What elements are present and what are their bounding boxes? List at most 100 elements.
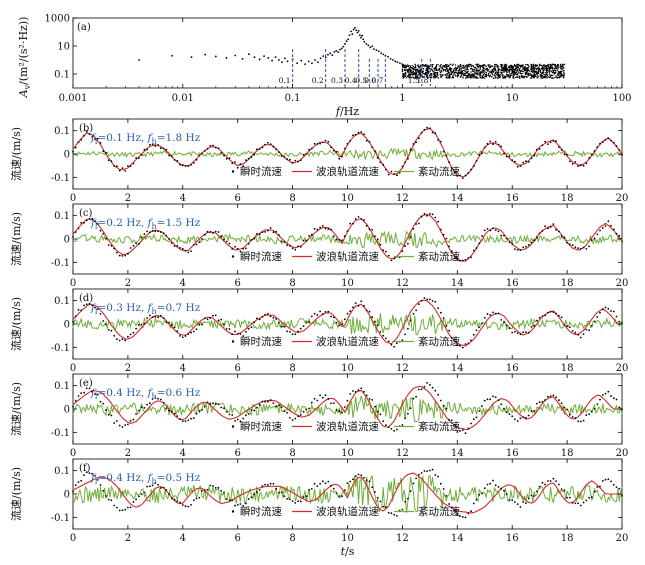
instant-velocity-point — [461, 429, 464, 431]
spectrum-noise-point — [470, 71, 472, 73]
spectrum-noise-point — [435, 69, 437, 72]
instant-velocity-point — [286, 330, 288, 333]
instant-velocity-point — [269, 399, 272, 401]
spectrum-noise-point — [429, 67, 431, 70]
instant-velocity-point — [450, 168, 453, 170]
instant-velocity-point — [321, 225, 324, 227]
instant-velocity-point — [563, 406, 566, 409]
spectrum-noise-point — [489, 74, 492, 77]
x-tick-label: 6 — [235, 448, 241, 459]
spectrum-noise-point — [563, 74, 565, 77]
x-tick-label: 20 — [616, 278, 629, 289]
instant-velocity-point — [508, 241, 511, 244]
instant-velocity-point — [604, 478, 607, 481]
spectrum-noise-point — [562, 71, 565, 74]
instant-velocity-point — [231, 414, 234, 416]
instant-velocity-point — [549, 226, 552, 228]
instant-velocity-point — [170, 324, 173, 326]
spectrum-noise-point — [541, 66, 543, 69]
instant-velocity-point — [256, 148, 258, 151]
spectrum-noise-point — [409, 76, 411, 79]
instant-velocity-point — [418, 473, 420, 476]
spectrum-noise-point — [530, 73, 532, 76]
instant-velocity-point — [110, 414, 113, 417]
instant-velocity-point — [313, 142, 316, 145]
spectrum-noise-point — [447, 65, 449, 68]
spectrum-noise-point — [542, 67, 545, 70]
instant-velocity-point — [470, 256, 472, 259]
instant-velocity-point — [77, 481, 80, 483]
instant-velocity-point — [467, 512, 470, 515]
instant-velocity-point — [533, 324, 536, 327]
instant-velocity-point — [478, 410, 481, 412]
instant-velocity-point — [478, 326, 481, 329]
instant-velocity-point — [231, 162, 234, 165]
instant-velocity-point — [181, 504, 184, 506]
instant-velocity-point — [368, 480, 371, 483]
instant-velocity-point — [146, 403, 149, 406]
instant-velocity-point — [305, 408, 308, 411]
instant-velocity-point — [352, 134, 354, 137]
instant-velocity-point — [492, 143, 494, 146]
spectrum-noise-point — [556, 76, 558, 79]
instant-velocity-point — [354, 133, 357, 136]
spectrum-noise-point — [428, 67, 430, 70]
instant-velocity-point — [612, 310, 615, 313]
spectrum-noise-point — [470, 67, 472, 69]
instant-velocity-point — [396, 342, 398, 345]
spectrum-noise-point — [557, 66, 560, 68]
spectrum-noise-point — [418, 67, 420, 69]
instant-velocity-point — [184, 420, 187, 422]
y-tick-label: 0.1 — [54, 381, 70, 392]
instant-velocity-point — [503, 321, 505, 324]
spectrum-point — [394, 60, 397, 63]
instant-velocity-point — [223, 407, 225, 410]
spectrum-noise-point — [435, 67, 438, 69]
spectrum-noise-point — [453, 67, 456, 70]
turbulent-velocity-line — [72, 146, 623, 161]
instant-velocity-point — [305, 239, 308, 242]
instant-velocity-point — [541, 315, 544, 318]
instant-velocity-point — [420, 388, 423, 390]
instant-velocity-point — [170, 155, 173, 158]
instant-velocity-point — [121, 255, 124, 257]
instant-velocity-point — [250, 409, 253, 411]
instant-velocity-point — [475, 247, 478, 249]
instant-velocity-point — [349, 310, 352, 313]
instant-velocity-point — [223, 238, 225, 241]
instant-velocity-point — [168, 238, 171, 240]
instant-velocity-point — [439, 399, 442, 402]
instant-velocity-point — [179, 247, 182, 249]
cutoff-label: 0.3 — [331, 76, 343, 85]
instant-velocity-point — [453, 509, 456, 512]
instant-velocity-point — [346, 312, 349, 315]
instant-velocity-point — [365, 479, 368, 482]
cutoff-label: 0.5 — [355, 76, 367, 85]
instant-velocity-point — [118, 254, 121, 257]
instant-velocity-point — [530, 410, 533, 413]
y-tick-label: 0 — [64, 150, 70, 161]
instant-velocity-point — [297, 245, 299, 248]
instant-velocity-point — [420, 299, 423, 302]
legend-instant-label: 瞬时流速 — [240, 335, 282, 348]
instant-velocity-point — [206, 401, 209, 404]
instant-velocity-point — [514, 160, 516, 163]
instant-velocity-point — [500, 234, 503, 237]
legend-orbital-label: 波浪轨道流速 — [316, 165, 379, 178]
instant-velocity-point — [261, 485, 264, 488]
instant-velocity-point — [250, 496, 253, 499]
instant-velocity-point — [560, 402, 563, 405]
x-tick-label: 16 — [506, 533, 519, 544]
spectrum-noise-point — [555, 66, 557, 68]
y-axis-label: 流速/(m/s) — [9, 382, 23, 436]
instant-velocity-point — [151, 143, 154, 146]
spectrum-noise-point — [537, 66, 540, 69]
instant-velocity-point — [431, 131, 434, 134]
instant-velocity-point — [335, 492, 338, 495]
instant-velocity-point — [143, 148, 146, 151]
instant-velocity-point — [275, 148, 277, 151]
instant-velocity-point — [217, 486, 220, 489]
spectrum-noise-point — [463, 72, 466, 75]
instant-velocity-point — [168, 493, 171, 495]
instant-velocity-point — [319, 310, 321, 313]
